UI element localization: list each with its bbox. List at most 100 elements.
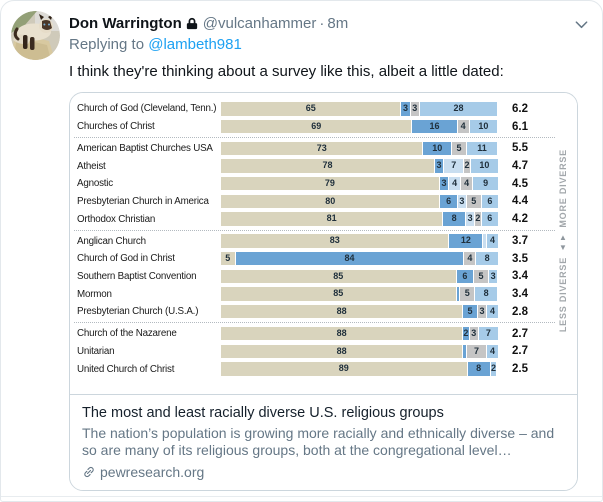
dotted-separator (74, 229, 555, 231)
bar-segment: 3 (469, 326, 478, 341)
bar-segment: 7 (466, 344, 487, 359)
lock-icon (186, 17, 198, 30)
card-title: The most and least racially diverse U.S.… (82, 404, 444, 421)
cat-avatar-image (11, 11, 60, 60)
chart-row: United Church of Christ 89 8 2 2.5 (74, 360, 577, 378)
diversity-index-value: 3.7 (512, 235, 528, 248)
up-arrow-icon: ▲ (559, 232, 567, 242)
diversity-index-value: 6.1 (512, 120, 528, 133)
chart-row: Orthodox Christian 81 8 3 2 6 4.2 (74, 210, 577, 228)
bar-segment: 88 (221, 305, 463, 319)
bar-segment: 4 (487, 234, 498, 248)
bar-segment: 12 (449, 234, 483, 248)
link-icon (84, 466, 94, 477)
bar-segment: 8 (467, 362, 490, 376)
bar-segment: 3 (410, 102, 419, 116)
diversity-index-value: 2.7 (512, 327, 528, 340)
bar-segment: 5 (221, 252, 235, 266)
bar-segment: 4 (449, 177, 461, 191)
diversity-index-value: 2.5 (512, 363, 528, 376)
bar-segment: 5 (460, 287, 475, 301)
bar-segment: 9 (473, 177, 499, 191)
bar-segment: 85 (221, 269, 456, 284)
stacked-bar: 80 6 3 5 6 (221, 194, 499, 209)
row-label: Anglican Church (77, 235, 146, 247)
bar-segment: 10 (469, 119, 498, 134)
tweet-body: I think they're thinking about a survey … (69, 63, 504, 80)
more-diverse-label: MORE DIVERSE (558, 149, 568, 228)
diversity-index-value: 2.7 (512, 345, 528, 358)
bar-segment: 73 (221, 141, 423, 156)
bar-segment: 88 (221, 326, 463, 341)
bar-segment: 8 (475, 287, 498, 301)
less-diverse-label: LESS DIVERSE (558, 256, 568, 332)
row-label: Orthodox Christian (77, 213, 156, 225)
bar-segment: 5 (463, 305, 477, 319)
diversity-index-value: 3.5 (512, 252, 528, 265)
stacked-bar: 88 2 3 7 (221, 326, 499, 341)
bar-segment: 2 (464, 159, 470, 173)
bar-segment: 28 (419, 102, 498, 116)
replying-to-handle[interactable]: @lambeth981 (148, 36, 242, 53)
bar-segment: 84 (235, 252, 464, 266)
bar-segment: 80 (221, 194, 440, 209)
bar-segment: 8 (443, 212, 465, 226)
handle[interactable]: @vulcanhammer (202, 15, 317, 32)
stacked-bar: 81 8 3 2 6 (221, 212, 499, 226)
row-label: Atheist (77, 160, 106, 172)
stacked-bar: 73 10 5 11 (221, 141, 499, 156)
row-label: Agnostic (77, 178, 113, 190)
bar-segment: 2 (463, 326, 469, 341)
link-card[interactable]: Church of God (Cleveland, Tenn.) 65 3 3 28 6.… (69, 92, 578, 491)
stacked-bar: 88 5 3 4 (221, 305, 499, 319)
bar-segment: 16 (412, 119, 457, 134)
diversity-index-value: 3.4 (512, 270, 528, 283)
bar-segment: 89 (221, 362, 467, 376)
replying-to-label: Replying to (69, 36, 145, 53)
row-label: Mormon (77, 288, 112, 300)
row-label: Church of the Nazarene (77, 328, 177, 340)
bar-segment: 3 (466, 212, 475, 226)
diversity-index-value: 4.4 (512, 195, 528, 208)
bar-segment: 8 (476, 252, 498, 266)
chart-image: Church of God (Cleveland, Tenn.) 65 3 3 28 6.… (70, 93, 577, 394)
avatar[interactable] (11, 11, 60, 60)
row-label: United Church of Christ (77, 363, 175, 375)
diversity-index-value: 2.8 (512, 305, 528, 318)
diversity-index-value: 4.2 (512, 213, 528, 226)
timestamp[interactable]: 8m (327, 15, 349, 32)
bar-segment (456, 287, 460, 301)
stacked-bar: 65 3 3 28 (221, 102, 499, 116)
chart-row: Church of God in Christ 5 84 4 8 3.5 (74, 250, 577, 268)
bar-segment: 6 (456, 269, 474, 284)
row-label: Churches of Christ (77, 121, 155, 133)
dotted-separator (74, 136, 555, 138)
bar-segment (463, 344, 466, 359)
chart-row: Atheist 78 3 7 2 10 4.7 (74, 157, 577, 175)
bar-segment: 2 (475, 212, 481, 226)
stacked-bar: 88 7 4 (221, 344, 499, 359)
display-name[interactable]: Don Warrington (69, 15, 182, 32)
bar-segment: 5 (466, 194, 481, 209)
tweet-divider (1, 496, 602, 497)
diversity-index-value: 5.5 (512, 142, 528, 155)
separator-dot: · (319, 15, 325, 32)
chevron-down-icon[interactable] (574, 17, 589, 32)
card-description: The nation’s population is growing more … (82, 424, 555, 459)
bar-segment: 4 (457, 119, 469, 134)
bar-segment: 88 (221, 344, 463, 359)
row-label: Southern Baptist Convention (77, 270, 197, 282)
stacked-bar: 78 3 7 2 10 (221, 159, 499, 173)
chart-row: Mormon 85 5 8 3.4 (74, 285, 577, 303)
bar-segment: 3 (488, 269, 498, 284)
stacked-bar: 89 8 2 (221, 362, 499, 376)
stacked-bar: 85 5 8 (221, 287, 499, 301)
bar-segment: 79 (221, 177, 439, 191)
card-text-area: The most and least racially diverse U.S.… (70, 393, 577, 490)
chart-row: American Baptist Churches USA 73 10 5 11 5.5 (74, 140, 577, 158)
diversity-axis-strip: MORE DIVERSE ▲ ▼ LESS DIVERSE (551, 117, 575, 364)
chart-row: Southern Baptist Convention 85 6 5 3 3.4 (74, 268, 577, 286)
diversity-index-value: 4.5 (512, 177, 528, 190)
card-domain-row: pewresearch.org (82, 464, 565, 480)
chart-row: Agnostic 79 3 4 4 9 4.5 (74, 175, 577, 193)
